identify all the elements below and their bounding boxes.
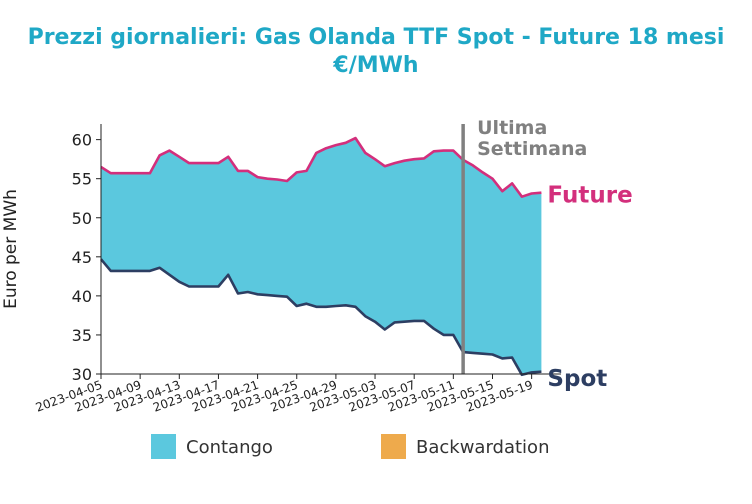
chart-title-line: Prezzi giornalieri: Gas Olanda TTF Spot … (27, 25, 725, 50)
legend-swatch-backwardation (381, 434, 406, 459)
legend-label-backwardation: Backwardation (416, 437, 549, 458)
chart-title: Prezzi giornalieri: Gas Olanda TTF Spot … (0, 24, 752, 80)
y-tick-label: 45 (72, 248, 92, 267)
y-tick-label: 35 (72, 326, 92, 345)
series-label-spot: Spot (547, 366, 607, 392)
series-line-future (100, 136, 542, 198)
y-axis-label: Euro per MWh (1, 189, 21, 309)
legend: Contango Backwardation (151, 434, 549, 459)
y-tick-label: 60 (72, 131, 92, 150)
y-tick-label: 30 (72, 365, 92, 384)
plot-area: UltimaSettimana303540455055602023-04-052… (34, 117, 633, 415)
series-line-spot (100, 258, 542, 377)
series-label-future: Future (547, 182, 632, 208)
y-tick-label: 55 (72, 170, 92, 189)
y-tick-label: 40 (72, 287, 92, 306)
y-tick-label: 50 (72, 209, 92, 228)
last-week-marker-label: Settimana (477, 138, 587, 160)
contango-area (101, 138, 542, 375)
legend-swatch-contango (151, 434, 176, 459)
last-week-marker-label: Ultima (477, 117, 547, 139)
chart-subtitle-line: €/MWh (333, 53, 419, 78)
legend-label-contango: Contango (186, 437, 273, 458)
